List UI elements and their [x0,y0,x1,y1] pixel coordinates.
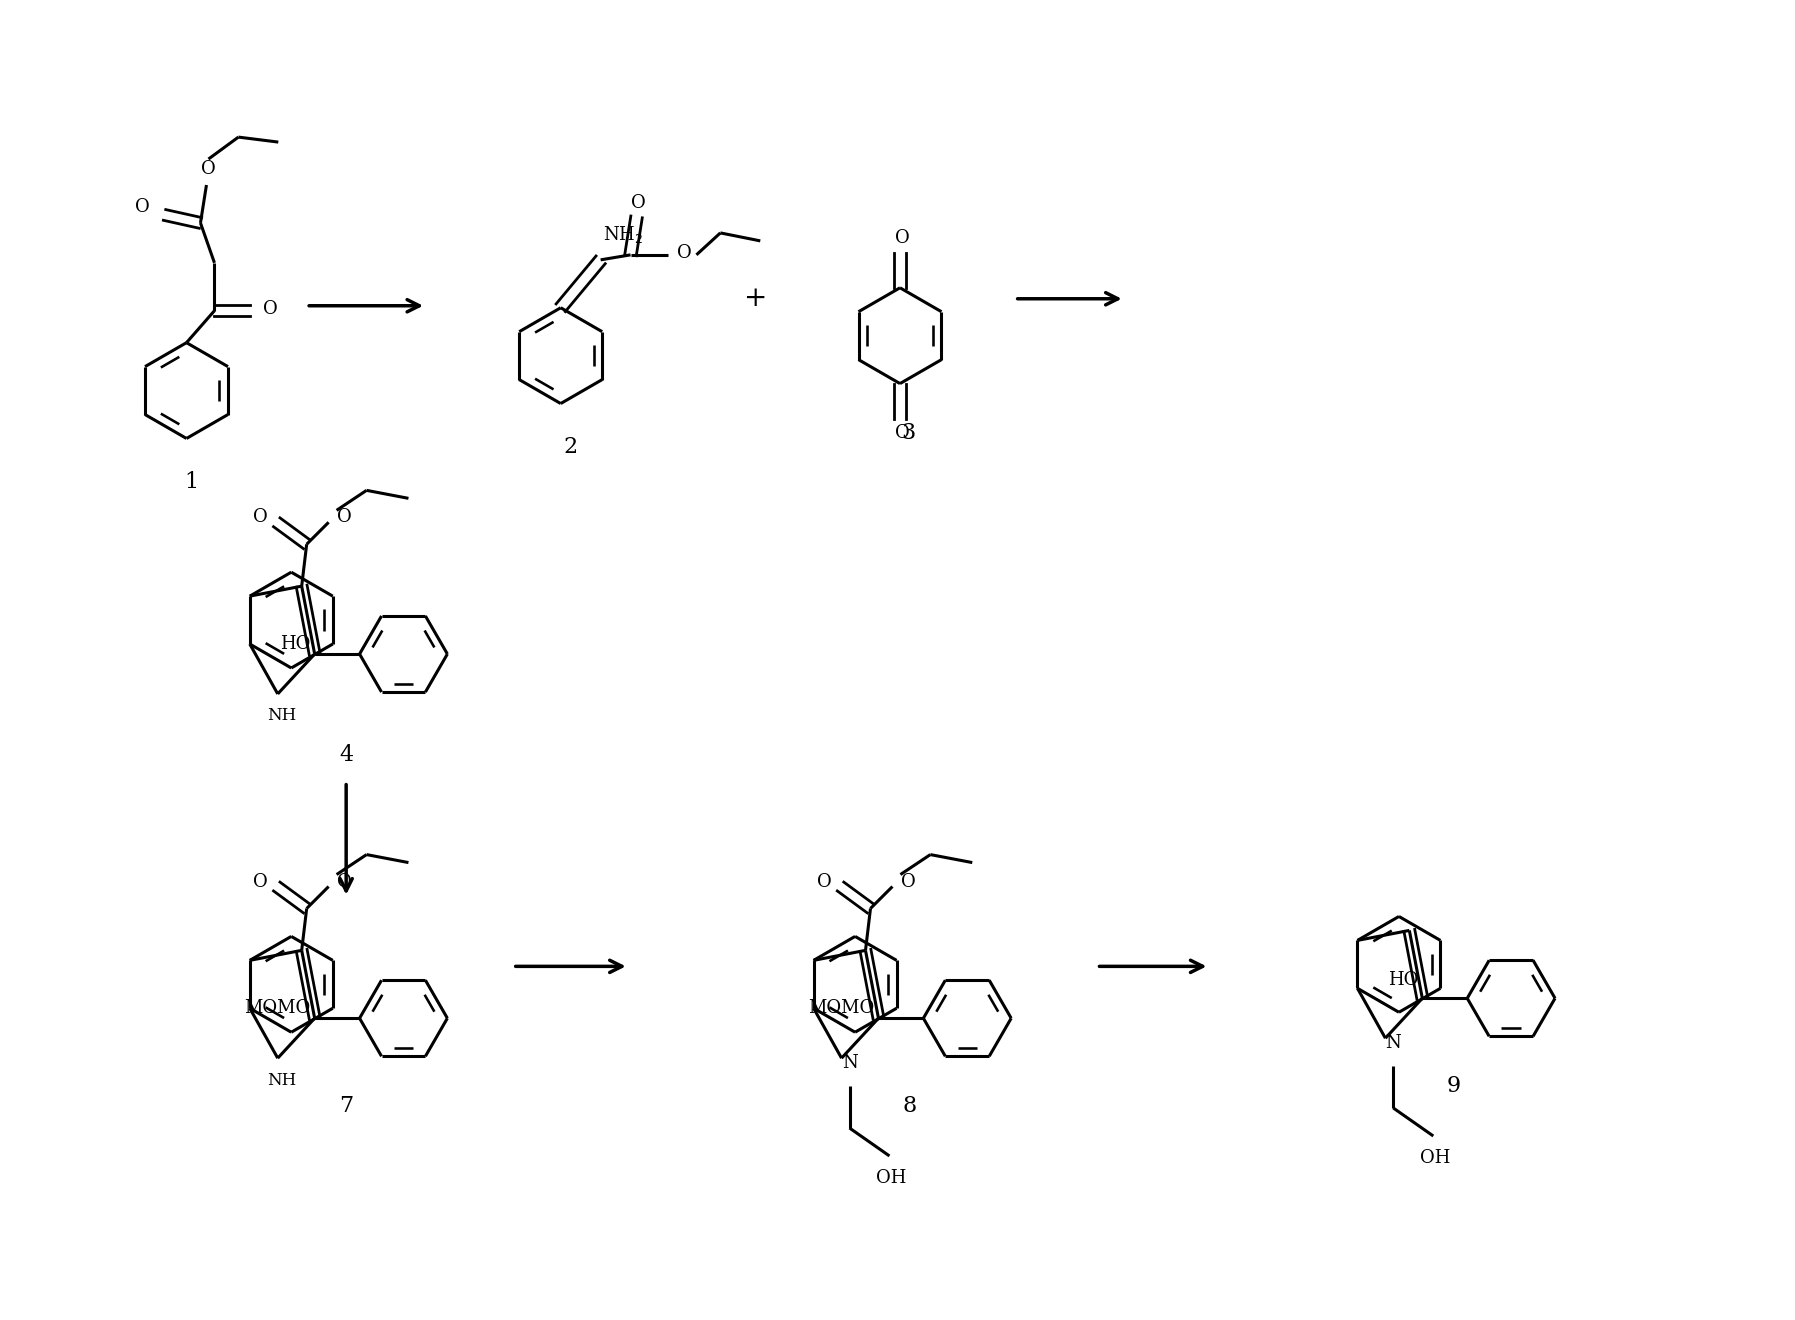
Text: O: O [337,873,352,891]
Text: 9: 9 [1447,1074,1461,1097]
Text: +: + [743,285,766,313]
Text: N: N [842,1055,858,1072]
Text: O: O [894,228,910,247]
Text: 2: 2 [564,437,578,458]
Text: OH: OH [876,1170,906,1187]
Text: NH: NH [267,1072,296,1089]
Text: O: O [901,873,915,891]
Text: NH$_2$: NH$_2$ [603,224,643,246]
Text: O: O [253,873,267,891]
Text: N: N [1386,1034,1402,1052]
Text: O: O [677,244,691,261]
Text: 4: 4 [339,743,354,766]
Text: O: O [632,194,646,213]
Text: O: O [817,873,831,891]
Text: OH: OH [1420,1148,1450,1167]
Text: O: O [135,198,151,216]
Text: O: O [894,425,910,442]
Text: 8: 8 [903,1096,917,1117]
Text: 7: 7 [339,1096,354,1117]
Text: O: O [337,508,352,527]
Text: MOMO: MOMO [808,999,874,1018]
Text: MOMO: MOMO [244,999,311,1018]
Text: NH: NH [267,708,296,725]
Text: 3: 3 [901,422,915,445]
Text: O: O [262,300,278,318]
Text: O: O [253,508,267,527]
Text: 1: 1 [185,471,199,494]
Text: HO: HO [280,635,311,653]
Text: O: O [201,160,215,178]
Text: HO: HO [1388,972,1418,989]
